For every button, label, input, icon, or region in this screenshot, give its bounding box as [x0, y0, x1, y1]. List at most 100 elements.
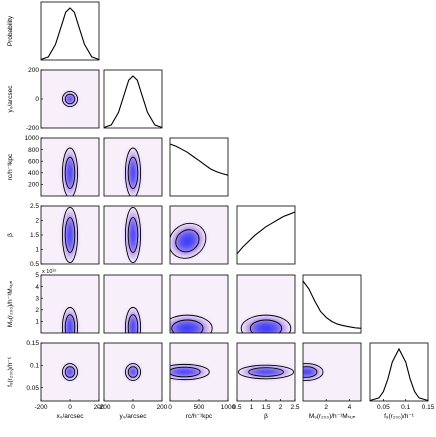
tick-label: 2: [35, 218, 39, 225]
contour-line: [170, 363, 210, 381]
tick-label: 1: [35, 247, 39, 254]
joint-panel-x0-Mgas: [41, 275, 99, 333]
panel-frame: [103, 274, 163, 334]
joint-panel-y0-fg: [104, 343, 162, 401]
density-blob: [62, 91, 78, 107]
joint-panel-x0-beta: [41, 206, 99, 264]
density-blob: [303, 363, 324, 381]
contour-line: [127, 156, 139, 189]
x-axis-label: f₉(r₂₀₀)/h⁻¹: [384, 413, 415, 420]
contour-line: [64, 314, 76, 333]
contour-line: [237, 364, 294, 380]
panel-frame: [103, 137, 163, 197]
tick-label: 1: [35, 319, 39, 326]
panel-frame: [302, 274, 362, 334]
joint-panel-rc-fg: [170, 343, 228, 401]
panel-frame: [40, 274, 100, 334]
joint-panel-y0-Mgas: [104, 275, 162, 333]
tick-label: 1000: [221, 404, 236, 411]
tick-label: 5: [35, 272, 39, 279]
contour-line: [64, 366, 76, 378]
contour-line: [127, 314, 139, 333]
tick-label: 2: [279, 404, 283, 411]
density-blob: [62, 146, 78, 196]
contour-line: [124, 147, 142, 196]
tick-label: 200: [28, 67, 39, 74]
panel-frame: [302, 342, 362, 402]
contour-line: [170, 366, 201, 378]
contour-line: [61, 90, 79, 108]
panel-frame: [40, 137, 100, 197]
contour-line: [64, 93, 76, 105]
panel-frame: [169, 274, 229, 334]
tick-label: 600: [28, 158, 39, 165]
joint-panel-beta-fg: [237, 343, 295, 401]
contour-line: [124, 206, 142, 263]
density-blob: [170, 222, 207, 260]
tick-label: 200: [157, 404, 168, 411]
marginal-curve-fg: [369, 347, 429, 402]
marginal-panel-y0: [103, 69, 163, 129]
y-axis-label: M₉(r₂₀₀)/h⁻¹Mₛᵤₙ: [7, 280, 14, 327]
tick-label: 200: [28, 182, 39, 189]
density-blob: [237, 364, 295, 380]
contour-line: [240, 314, 292, 333]
tick-label: 500: [194, 404, 205, 411]
density-blob: [125, 306, 141, 333]
tick-label: 400: [28, 170, 39, 177]
tick-label: 2: [35, 307, 39, 314]
tick-label: 0.5: [232, 404, 241, 411]
density-blob: [125, 363, 141, 381]
joint-panel-Mgas-fg: [303, 343, 361, 401]
joint-panel-x0-fg: [41, 343, 99, 401]
tick-label: 200: [94, 404, 105, 411]
tick-label: 3: [35, 295, 39, 302]
tick-label: -200: [34, 404, 47, 411]
tick-label: 0: [68, 404, 72, 411]
joint-panel-x0-rc: [41, 138, 99, 196]
tick-label: 0.1: [401, 404, 410, 411]
tick-label: 0: [168, 404, 172, 411]
contour-line: [124, 363, 142, 381]
tick-label: 0.05: [377, 404, 390, 411]
x-axis-label: y₀/arcsec: [120, 413, 148, 420]
y-axis-label: y₀/arcsec: [7, 85, 14, 113]
contour-line: [124, 306, 142, 333]
panel-frame: [103, 205, 163, 265]
contour-line: [171, 319, 204, 333]
contour-line: [127, 366, 139, 378]
y-axis-label: β: [7, 233, 14, 237]
marginal-curve-rc: [169, 143, 229, 176]
x-axis-label: β: [264, 413, 268, 420]
axis-scale-label: x 10¹⁵: [42, 268, 57, 275]
contour-line: [61, 147, 79, 196]
marginal-curve-x0: [40, 7, 100, 61]
contour-line: [303, 366, 318, 378]
contour-line: [170, 222, 207, 259]
contour-line: [175, 229, 200, 253]
tick-label: 2.5: [290, 404, 299, 411]
panel-frame: [169, 137, 229, 197]
contour-line: [64, 217, 76, 253]
marginal-curve-Mgas: [302, 280, 362, 329]
x-axis-label: M₉(r₂₀₀)/h⁻¹Mₛᵤₙ: [309, 413, 356, 420]
contour-line: [61, 363, 79, 381]
contour-line: [170, 314, 213, 333]
marginal-panel-x0: [40, 1, 100, 61]
density-blob: [170, 363, 211, 381]
joint-panel-rc-Mgas: [170, 275, 228, 333]
tick-label: -200: [26, 125, 39, 132]
tick-label: 4: [348, 404, 352, 411]
contour-line: [61, 306, 79, 333]
tick-label: 1000: [25, 135, 40, 142]
density-blob: [62, 306, 78, 333]
tick-label: 800: [28, 147, 39, 154]
contour-line: [249, 319, 283, 333]
marginal-panel-beta: [236, 205, 296, 265]
density-blob: [170, 314, 214, 333]
tick-label: 2.5: [30, 203, 39, 210]
tick-label: 0.15: [26, 340, 39, 347]
panel-frame: [369, 342, 429, 402]
tick-label: 0.5: [30, 261, 39, 268]
